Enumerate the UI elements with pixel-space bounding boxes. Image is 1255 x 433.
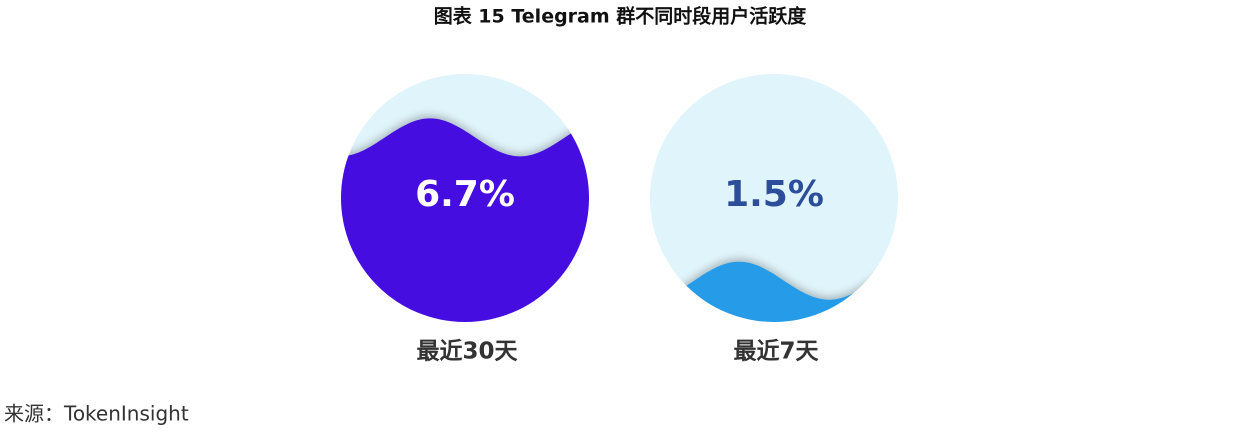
gauge xyxy=(341,118,589,322)
value-label: 1.5% xyxy=(724,174,824,215)
gauge-background xyxy=(650,74,898,322)
liquid-fill xyxy=(341,118,589,322)
value-label: 6.7% xyxy=(415,174,515,215)
source: 来源：TokenInsight xyxy=(4,402,189,426)
category-label: 最近7天 xyxy=(733,339,819,365)
chart-title: 图表 15 Telegram 群不同时段用户活跃度 xyxy=(434,5,808,28)
category-label: 最近30天 xyxy=(416,339,518,365)
